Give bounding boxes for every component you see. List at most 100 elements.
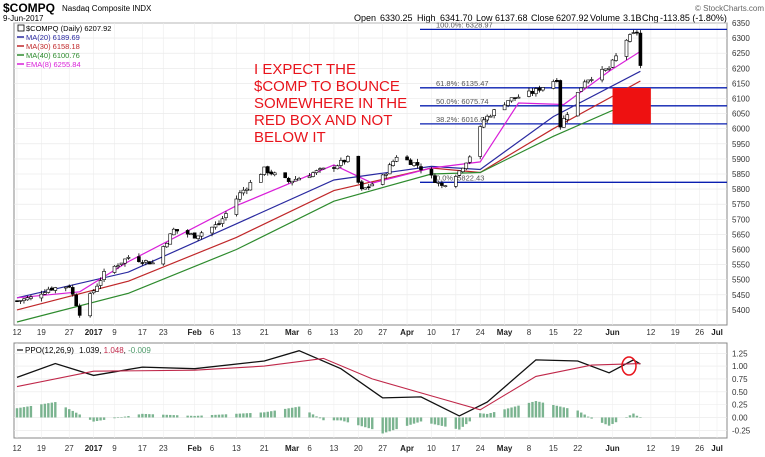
price-bar <box>561 115 566 128</box>
x-tick-label: Mar <box>285 328 299 337</box>
price-bar <box>95 283 99 292</box>
price-y-tick-label: 6250 <box>732 49 750 58</box>
ppo-histogram-bar <box>468 417 471 422</box>
fib-label: 38.2%: 6016.00 <box>436 115 489 124</box>
ppo-histogram-bar <box>381 417 384 434</box>
price-bar <box>433 173 437 183</box>
x-tick-label: 13 <box>329 444 338 453</box>
ppo-histogram-bar <box>346 417 350 423</box>
price-bar <box>161 245 166 266</box>
price-bar <box>248 179 253 191</box>
x-tick-label: 12 <box>646 444 655 453</box>
ppo-histogram-bar <box>29 405 33 418</box>
ppo-histogram-bar <box>604 417 607 425</box>
ppo-histogram-bar <box>566 408 569 418</box>
x-tick-label: 17 <box>451 444 460 453</box>
ppo-histogram-bar <box>639 417 642 418</box>
price-bar <box>614 52 618 62</box>
ppo-histogram-bar <box>360 417 363 427</box>
ppo-histogram-bar <box>113 417 116 419</box>
price-bar <box>440 180 444 189</box>
ppo-histogram-bar <box>144 413 148 418</box>
ppo-histogram-bar <box>479 413 482 418</box>
ma40-line <box>16 97 641 323</box>
ppo-histogram-bar <box>409 417 412 425</box>
price-bar <box>283 172 287 179</box>
ppo-histogram-bar <box>54 402 57 418</box>
ppo-histogram-bar <box>384 417 388 433</box>
ppo-histogram-bar <box>611 417 614 424</box>
ppo-legend-v3: -0.009 <box>128 346 151 355</box>
price-bar <box>481 116 486 129</box>
fib-retracement: 100.0%: 6328.97 61.8%: 6135.47 50.0%: 6075… <box>420 20 727 183</box>
price-bar <box>346 155 350 163</box>
ppo-histogram-bar <box>242 413 245 418</box>
ppo-histogram-bar <box>123 416 127 418</box>
legend-item-ma20: MA(20) 6189.69 <box>26 33 80 42</box>
price-bar <box>199 230 204 240</box>
price-bar <box>43 289 47 295</box>
ppo-histogram-bar <box>419 417 423 422</box>
price-gridlines <box>14 22 727 325</box>
legend-item-ma30: MA(30) 6158.18 <box>26 42 80 51</box>
fib-label: 0.0%: 5822.43 <box>436 173 484 182</box>
price-bar <box>297 176 301 181</box>
ppo-histogram-bar <box>189 415 193 418</box>
price-bar <box>579 87 584 92</box>
ema8-line <box>16 50 641 299</box>
price-bar <box>339 157 343 169</box>
ppo-histogram-bar <box>430 417 433 424</box>
price-bar <box>98 277 103 290</box>
x-tick-label: 13 <box>329 328 338 337</box>
price-y-tick-label: 6100 <box>732 95 750 104</box>
ppo-y-tick-label: 0.25 <box>732 401 748 410</box>
ppo-histogram-bar <box>64 407 67 418</box>
ppo-histogram-bar <box>263 412 266 418</box>
x-tick-label: 12 <box>646 328 655 337</box>
ppo-histogram-bar <box>294 407 297 418</box>
price-y-tick-label: 5450 <box>732 291 750 300</box>
x-tick-label: 26 <box>695 328 704 337</box>
x-tick-label: 8 <box>527 444 532 453</box>
ppo-y-tick-label: 1.25 <box>732 349 748 358</box>
ppo-histogram-bar <box>367 417 370 429</box>
price-bar <box>575 92 580 117</box>
low-value: 6137.68 <box>495 13 528 23</box>
ppo-histogram-bar <box>162 414 165 418</box>
x-tick-label: 26 <box>695 444 704 453</box>
chg-label: Chg <box>642 13 659 23</box>
price-bar <box>454 174 458 189</box>
ppo-histogram-bar <box>343 417 346 422</box>
price-bar <box>290 180 294 186</box>
price-bar <box>541 87 545 92</box>
ppo-histogram-bar <box>388 417 391 432</box>
price-bar <box>196 235 200 241</box>
price-bar <box>537 85 542 93</box>
ppo-histogram-bar <box>270 411 273 418</box>
ppo-histogram-bar <box>151 414 155 418</box>
ppo-histogram-bar <box>395 417 398 430</box>
ppo-histogram-bar <box>364 417 367 428</box>
price-bar <box>419 163 423 174</box>
ppo-histogram-bar <box>485 413 489 418</box>
x-tick-label: 27 <box>378 328 387 337</box>
annotation-line-3: SOMEWHERE IN THE <box>254 95 407 112</box>
ppo-histogram-bar <box>412 417 416 424</box>
price-bar <box>509 97 514 103</box>
x-tick-label: Feb <box>188 328 202 337</box>
price-bar <box>245 187 249 195</box>
x-tick-label: 21 <box>260 328 269 337</box>
price-y-axis: 5400 5450 5500 5550 5600 5650 5700 5750 5800 5850… <box>732 19 750 315</box>
x-tick-label: 19 <box>37 328 46 337</box>
ppo-histogram-bar <box>273 410 276 418</box>
ppo-histogram-bar <box>238 413 242 418</box>
ppo-histogram-bar <box>625 417 628 418</box>
ppo-y-tick-label: 0.00 <box>732 413 748 422</box>
volume-value: 3.1B <box>623 13 642 23</box>
ppo-histogram-bar <box>287 408 290 418</box>
ppo-histogram-bar <box>315 416 318 418</box>
x-tick-label: May <box>497 444 513 453</box>
price-bar <box>217 220 221 226</box>
red-target-box <box>612 87 651 124</box>
